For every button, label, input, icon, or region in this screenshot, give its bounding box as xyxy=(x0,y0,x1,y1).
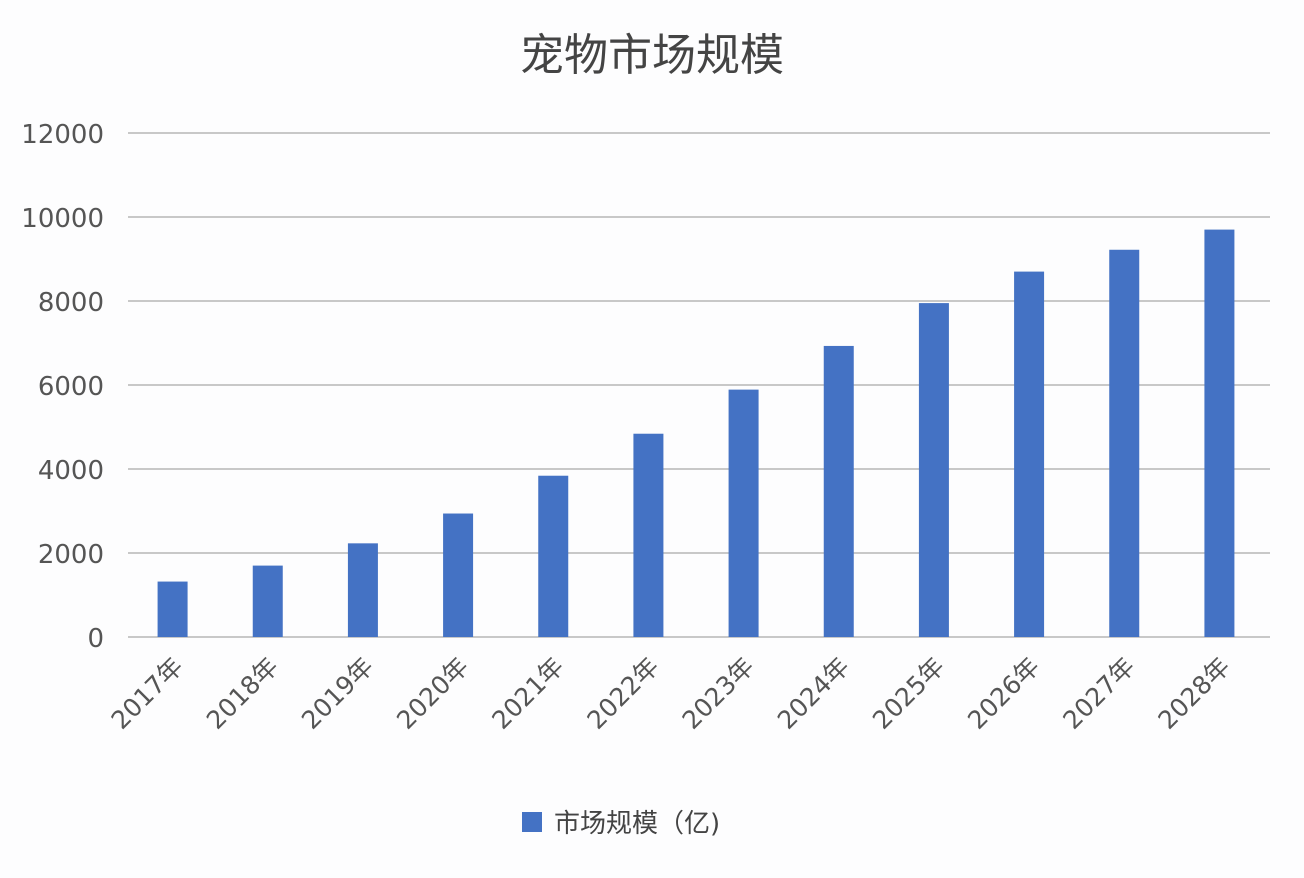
y-tick-label: 0 xyxy=(87,624,104,654)
y-tick-label: 8000 xyxy=(38,288,104,318)
bar xyxy=(538,475,569,637)
y-tick-label: 10000 xyxy=(21,204,104,234)
legend-label: 市场规模（亿) xyxy=(554,809,720,839)
y-tick-label: 12000 xyxy=(21,120,104,150)
bar xyxy=(918,303,949,637)
bar xyxy=(823,345,854,637)
bar xyxy=(157,581,188,637)
bar xyxy=(1109,249,1140,637)
x-tick-label: 2019年 xyxy=(296,652,379,735)
x-tick-label: 2026年 xyxy=(962,652,1045,735)
x-tick-label: 2018年 xyxy=(201,652,284,735)
x-tick-label: 2024年 xyxy=(772,652,855,735)
x-tick-label: 2028年 xyxy=(1152,652,1235,735)
x-tick-label: 2020年 xyxy=(391,652,474,735)
x-tick-label: 2022年 xyxy=(581,652,664,735)
bar xyxy=(443,513,474,637)
bar xyxy=(728,389,759,637)
legend: 市场规模（亿) xyxy=(522,809,720,839)
x-tick-label: 2021年 xyxy=(486,652,569,735)
x-tick-label: 2023年 xyxy=(677,652,760,735)
y-tick-label: 2000 xyxy=(38,540,104,570)
bar xyxy=(1204,229,1235,637)
legend-swatch xyxy=(522,812,542,832)
bar xyxy=(633,433,664,637)
y-tick-label: 4000 xyxy=(38,456,104,486)
chart-title: 宠物市场规模 xyxy=(520,30,784,81)
x-tick-label: 2025年 xyxy=(867,652,950,735)
bar xyxy=(1014,271,1045,637)
y-tick-label: 6000 xyxy=(38,372,104,402)
x-tick-label: 2027年 xyxy=(1057,652,1140,735)
x-tick-label: 2017年 xyxy=(106,652,189,735)
bar xyxy=(347,543,378,637)
bar xyxy=(252,565,283,637)
